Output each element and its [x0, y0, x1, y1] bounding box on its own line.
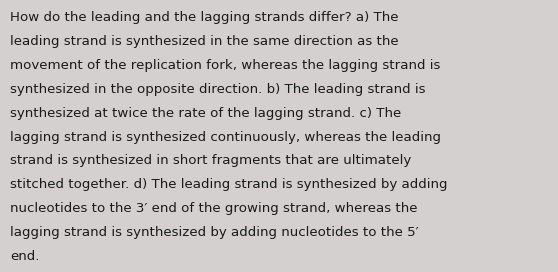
- Text: synthesized in the opposite direction. b) The leading strand is: synthesized in the opposite direction. b…: [10, 83, 426, 96]
- Text: leading strand is synthesized in the same direction as the: leading strand is synthesized in the sam…: [10, 35, 398, 48]
- Text: How do the leading and the lagging strands differ? a) The: How do the leading and the lagging stran…: [10, 11, 398, 24]
- Text: nucleotides to the 3′ end of the growing strand, whereas the: nucleotides to the 3′ end of the growing…: [10, 202, 417, 215]
- Text: movement of the replication fork, whereas the lagging strand is: movement of the replication fork, wherea…: [10, 59, 440, 72]
- Text: end.: end.: [10, 250, 40, 263]
- Text: stitched together. d) The leading strand is synthesized by adding: stitched together. d) The leading strand…: [10, 178, 448, 191]
- Text: lagging strand is synthesized by adding nucleotides to the 5′: lagging strand is synthesized by adding …: [10, 226, 418, 239]
- Text: strand is synthesized in short fragments that are ultimately: strand is synthesized in short fragments…: [10, 154, 411, 168]
- Text: synthesized at twice the rate of the lagging strand. c) The: synthesized at twice the rate of the lag…: [10, 107, 401, 120]
- Text: lagging strand is synthesized continuously, whereas the leading: lagging strand is synthesized continuous…: [10, 131, 441, 144]
